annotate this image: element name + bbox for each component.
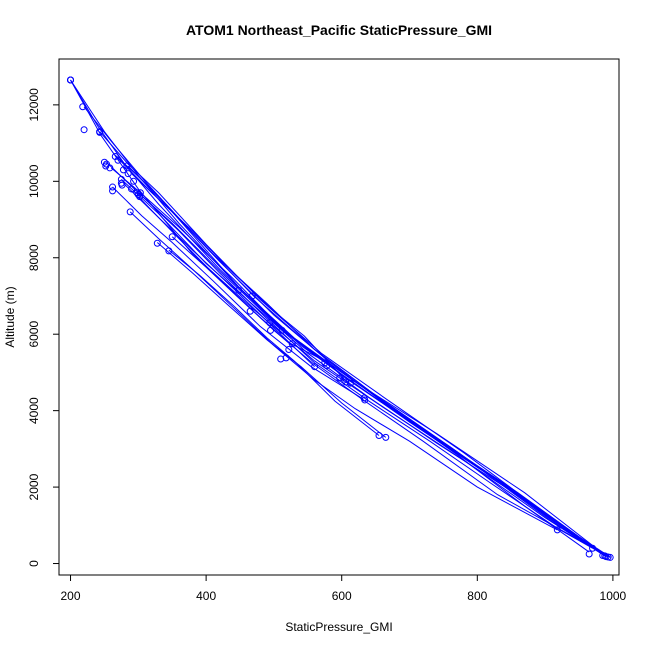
y-tick-label: 10000 xyxy=(27,164,41,198)
data-point xyxy=(375,431,383,439)
data-point xyxy=(165,247,173,255)
data-point xyxy=(114,156,122,164)
data-point xyxy=(168,233,176,241)
x-tick-label: 1000 xyxy=(600,589,627,603)
x-tick-label: 200 xyxy=(61,589,81,603)
series-line-19 xyxy=(137,196,325,362)
y-tick-label: 8000 xyxy=(27,244,41,271)
data-points xyxy=(67,76,614,561)
data-point xyxy=(248,292,256,300)
series-line-20 xyxy=(123,182,315,368)
data-point xyxy=(96,128,104,136)
data-point xyxy=(118,181,126,189)
data-point xyxy=(130,177,138,185)
data-point xyxy=(100,158,108,166)
y-tick-label: 12000 xyxy=(27,88,41,122)
y-tick-label: 2000 xyxy=(27,473,41,500)
x-axis-label: StaticPressure_GMI xyxy=(285,620,392,634)
data-point xyxy=(347,379,355,387)
data-point xyxy=(124,170,132,178)
x-tick-label: 600 xyxy=(332,589,352,603)
data-point xyxy=(235,286,243,294)
y-tick-label: 0 xyxy=(27,560,41,567)
data-point xyxy=(109,183,117,191)
data-point xyxy=(136,189,144,197)
data-point xyxy=(336,374,344,382)
data-point xyxy=(361,396,369,404)
data-point xyxy=(67,76,75,84)
data-point xyxy=(553,526,561,534)
data-point xyxy=(79,103,87,111)
series-line-11 xyxy=(131,173,590,553)
series-line-15 xyxy=(129,211,558,531)
data-point xyxy=(340,376,348,384)
x-axis: 200 400 600 800 1000 xyxy=(61,574,627,603)
series-lines xyxy=(70,79,612,558)
series-line-14 xyxy=(117,158,346,381)
series-line-16 xyxy=(156,242,387,438)
x-tick-label: 800 xyxy=(467,589,487,603)
data-point xyxy=(382,433,390,441)
data-point xyxy=(246,307,254,315)
x-tick-label: 400 xyxy=(196,589,216,603)
data-point xyxy=(311,363,319,371)
data-point xyxy=(123,162,131,170)
data-point xyxy=(288,340,296,348)
data-point xyxy=(606,553,614,561)
data-point xyxy=(106,164,114,172)
series-line-17 xyxy=(168,249,380,436)
data-point xyxy=(267,326,275,334)
y-axis: 0 2000 4000 6000 8000 10000 12000 xyxy=(27,88,60,567)
data-point xyxy=(342,378,350,386)
data-point xyxy=(136,193,144,201)
data-point xyxy=(589,544,597,552)
data-point xyxy=(80,126,88,134)
data-point xyxy=(128,185,136,193)
y-axis-label: Altitude (m) xyxy=(3,286,17,347)
data-point xyxy=(285,345,293,353)
y-tick-label: 4000 xyxy=(27,397,41,424)
data-point xyxy=(134,191,142,199)
data-point xyxy=(323,362,331,370)
data-point xyxy=(282,354,290,362)
data-point xyxy=(278,326,286,334)
data-point xyxy=(126,208,134,216)
data-point xyxy=(266,319,274,327)
y-tick-label: 6000 xyxy=(27,321,41,348)
data-point xyxy=(585,550,593,558)
chart-title: ATOM1 Northeast_Pacific StaticPressure_G… xyxy=(186,22,492,38)
data-point xyxy=(109,187,117,195)
data-point xyxy=(153,239,161,247)
